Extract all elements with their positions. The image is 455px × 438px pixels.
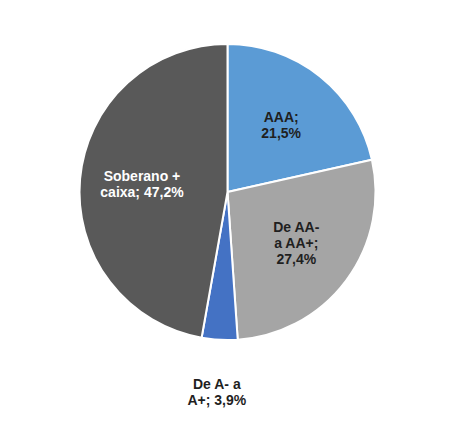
slice-label: De A- aA+; 3,9% [187, 376, 246, 408]
slice-label: Soberano +caixa; 47,2% [100, 168, 184, 200]
slices [80, 44, 376, 340]
pie-chart: AAA;21,5% De AA-a AA+;27,4% De A- aA+; 3,9… [0, 0, 455, 438]
slice-label: AAA;21,5% [261, 109, 301, 141]
pie-slice [80, 44, 228, 338]
pie-slice [228, 160, 376, 340]
slice-label: De AA-a AA+;27,4% [273, 219, 319, 267]
chart-container: AAA;21,5% De AA-a AA+;27,4% De A- aA+; 3,9… [0, 0, 455, 438]
labels: AAA;21,5% De AA-a AA+;27,4% De A- aA+; 3,9… [100, 109, 319, 408]
